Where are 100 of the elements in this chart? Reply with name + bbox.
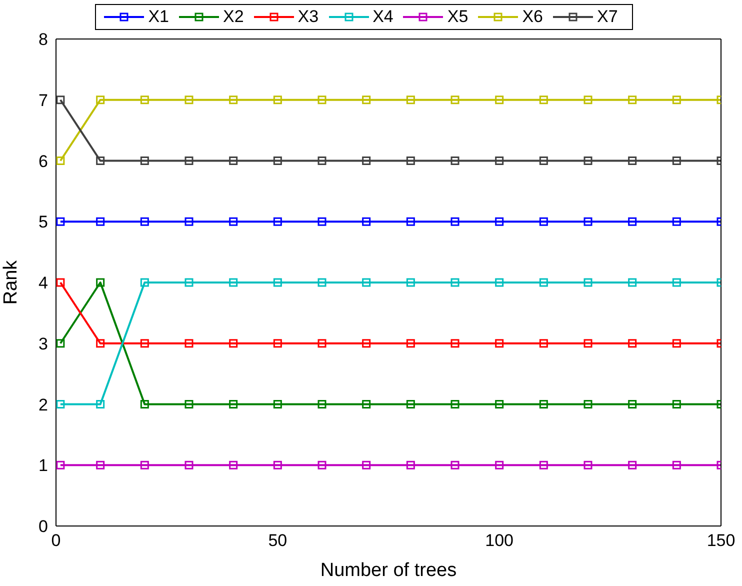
point [450,400,460,408]
point [450,217,460,226]
point [318,156,326,165]
point [628,217,637,226]
point [584,278,592,287]
point [362,156,371,165]
y-tick-label: 5 [38,212,48,232]
point [318,217,326,226]
point [628,278,637,287]
point [96,278,105,287]
point [229,400,238,408]
point [362,96,371,104]
point [406,217,415,226]
point [539,217,548,226]
point [318,278,326,287]
point [495,217,504,226]
point [672,96,681,104]
point [539,460,548,470]
point [273,339,282,348]
point [450,96,460,104]
point [539,400,548,408]
point [628,156,637,165]
point [406,96,415,104]
point [495,339,504,348]
point [672,460,681,470]
point [273,217,282,226]
point [318,400,326,408]
point [406,156,415,165]
point [406,278,415,287]
point [672,278,681,287]
point [273,156,282,165]
point [495,460,504,470]
point [628,339,637,348]
legend-label: X4 [372,7,394,27]
point [495,156,504,165]
y-tick-label: 0 [38,517,48,536]
x-tick-label: 150 [706,531,736,550]
point [672,400,681,408]
point [362,339,371,348]
y-tick-label: 8 [38,30,48,50]
point [229,278,238,287]
point [56,278,65,287]
point [495,400,504,408]
y-tick-label: 7 [38,90,48,110]
legend-label: X7 [596,7,618,27]
legend-label: X2 [223,7,244,27]
point [140,339,149,348]
point [56,460,65,470]
point [318,339,326,348]
legend-label: X5 [447,7,468,27]
point [406,339,415,348]
y-tick-label: 4 [38,274,48,293]
y-axis-title: Rank [0,260,22,305]
point [628,460,637,470]
point [495,278,504,287]
point [56,400,65,408]
point [672,156,681,165]
point [584,339,592,348]
point [406,460,415,470]
point [229,217,238,226]
point [96,339,105,348]
y-tick-label: 1 [38,456,48,476]
legend-label: X1 [148,7,169,27]
x-tick-label: 0 [51,531,61,550]
point [362,460,371,470]
point [96,460,105,470]
point [273,278,282,287]
point [584,217,592,226]
point [184,339,194,348]
point [273,400,282,408]
point [672,217,681,226]
x-axis-title: Number of trees [320,560,457,581]
point [584,156,592,165]
point [96,156,105,165]
point [584,96,592,104]
point [140,460,149,470]
point [184,460,194,470]
point [96,96,105,104]
point [229,460,238,470]
point [273,460,282,470]
point [362,278,371,287]
point [140,217,149,226]
point [140,156,149,165]
point [184,278,194,287]
legend-label: X6 [522,7,543,27]
point [184,96,194,104]
x-tick-label: 50 [268,531,288,550]
point [450,339,460,348]
point [96,400,105,408]
point [450,278,460,287]
point [56,156,65,165]
point [56,339,65,348]
point [140,278,149,287]
y-tick-label: 2 [38,395,48,414]
y-tick-label: 3 [38,334,48,354]
point [229,156,238,165]
point [140,400,149,408]
point [184,217,194,226]
point [362,217,371,226]
point [229,339,238,348]
